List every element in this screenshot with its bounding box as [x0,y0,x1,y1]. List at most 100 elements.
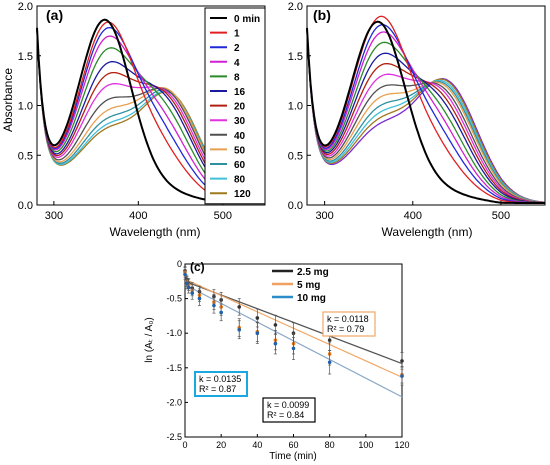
panel-c-data-point [212,303,216,308]
panel-b-series-line [306,28,545,204]
panel-c-xtick-label: 80 [325,440,335,450]
panel-c-data-point [185,281,189,286]
panel-a-xtick-label: 400 [129,210,147,222]
panel-a-ytick-label: 1.5 [18,51,33,63]
panel-c-data-point [327,360,332,365]
panel-c-data-point [237,327,242,332]
panel-c-annotation-r2: R² = 0.84 [267,410,304,420]
panel-a-label: (a) [46,7,63,23]
panel-c-annotation-r2: R² = 0.79 [327,324,364,334]
panel-c-annotation-k: k = 0.0118 [327,314,369,324]
panel-a-legend-label: 20 [234,102,246,113]
panel-c: 0 20 40 60 80 100 120 0 -0.5 -1.0 -1.5 -2.0 -2.5 (c)… [144,259,410,462]
panel-c-xtick-label: 40 [252,440,262,450]
panel-b-ytick-label: 2.0 [288,1,303,13]
panel-b-xtick-label: 500 [492,210,510,222]
panel-c-points [183,266,404,386]
panel-c-data-point [197,296,202,301]
panel-c-legend: 2.5 mg 5 mg 10 mg [272,267,329,304]
panel-c-annotation-box [322,311,376,337]
panel-b-series-line [306,29,545,204]
panel-a-legend-label: 50 [234,145,246,156]
panel-c-annotation-r2: R² = 0.87 [199,384,236,394]
panel-c-xtick-label: 60 [288,440,298,450]
panel-a-ytick-label: 0.0 [18,200,33,212]
panel-a-legend: 0 min 1 2 4 8 16 20 30 40 50 60 80 120 [204,7,266,205]
panel-c-data-point [190,291,195,295]
panel-c-ytick-label: -1.0 [166,328,182,338]
panel-c-ytick-label: -0.5 [166,294,182,304]
panel-b-label: (b) [313,7,331,23]
panel-c-data-point [327,338,332,342]
panel-c-label: (c) [190,260,205,274]
panel-a-legend-label: 16 [234,87,246,98]
panel-c-ytick-label: -2.5 [166,432,182,442]
panel-b-series-line [306,29,546,204]
panel-a-legend-label: 120 [234,189,251,200]
panel-b-series-line [306,30,546,204]
panel-c-data-point [255,331,260,336]
panel-c-ytick-label: -1.5 [166,363,182,373]
panel-b-ytick-label: 1.0 [288,101,303,113]
panel-b-xtick-label: 400 [404,210,422,222]
panel-b-series-line [306,30,546,203]
panel-a-legend-label: 8 [234,72,240,83]
panel-a-xtick-label: 500 [214,210,232,222]
panel-c-axes: 0 20 40 60 80 100 120 0 -0.5 -1.0 -1.5 -2.0 -2.5 [166,259,409,450]
panel-a-legend-label: 1 [234,29,240,40]
panel-a-legend-label: 30 [234,116,246,127]
panel-c-legend-label: 2.5 mg [297,267,329,278]
panel-b-axes: 300 400 500 0.0 0.5 1.0 1.5 2.0 [288,1,546,222]
panel-c-data-point [273,323,278,327]
panel-c-ytick-label: 0 [177,259,182,269]
panel-a: 300 400 500 0.0 0.5 1.0 1.5 2.0 (a) Wavelength … [1,1,266,239]
panel-c-xtick-label: 20 [216,440,226,450]
panel-c-annotation-k: k = 0.0135 [199,374,241,384]
panel-c-data-point [400,359,404,363]
panel-b-xlabel: Wavelength (nm) [382,225,473,239]
panel-c-annotation-k: k = 0.0099 [267,400,309,410]
panel-c-data-point [219,310,223,315]
panel-b-series-line [306,20,545,204]
panel-b-xtick-label: 300 [315,210,333,222]
panel-c-xtick-label: 100 [358,440,373,450]
panel-a-ylabel: Absorbance [1,68,15,132]
panel-a-legend-label: 2 [234,43,240,54]
panel-b-frame [306,5,546,206]
panel-b-curves [306,15,546,204]
panel-c-legend-label: 5 mg [297,280,320,291]
panel-a-legend-label: 4 [234,58,240,69]
panel-a-xtick-label: 300 [45,210,63,222]
panel-c-annotation-box [262,397,316,423]
panel-b-ytick-label: 0.5 [288,150,303,162]
panel-c-data-point [291,346,296,351]
panel-b-ytick-label: 1.5 [288,51,303,63]
panel-b-series-line [306,28,546,204]
panel-c-data-point [273,341,278,346]
panel-c-annotation-box [194,371,248,397]
panel-c-data-point [237,305,242,309]
panel-a-ytick-label: 1.0 [18,101,33,113]
panel-c-legend-label: 10 mg [297,293,326,304]
panel-a-legend-label: 80 [234,175,246,186]
panel-c-data-point [400,374,404,378]
panel-a-xlabel: Wavelength (nm) [110,225,201,239]
panel-c-xlabel: Time (min) [269,451,316,462]
panel-a-legend-label: 60 [234,160,246,171]
panel-c-xtick-label: 120 [394,440,409,450]
panel-c-ytick-label: -2.0 [166,397,182,407]
panel-a-legend-label: 40 [234,131,246,142]
panel-c-data-point [186,285,191,290]
panel-b: 300 400 500 0.0 0.5 1.0 1.5 2.0 (b) Wavelength … [288,1,546,239]
panel-c-xtick-label: 0 [182,440,187,450]
panel-c-ylabel: ln (Aₜ / A₀) [144,317,155,362]
panel-a-legend-label: 0 min [234,14,260,25]
panel-c-data-point [183,272,187,277]
panel-a-ytick-label: 2.0 [18,1,33,13]
panel-c-data-point [255,316,260,320]
panel-b-series-line [306,24,545,204]
panel-b-ytick-label: 0.0 [288,200,303,212]
panel-a-ytick-label: 0.5 [18,150,33,162]
